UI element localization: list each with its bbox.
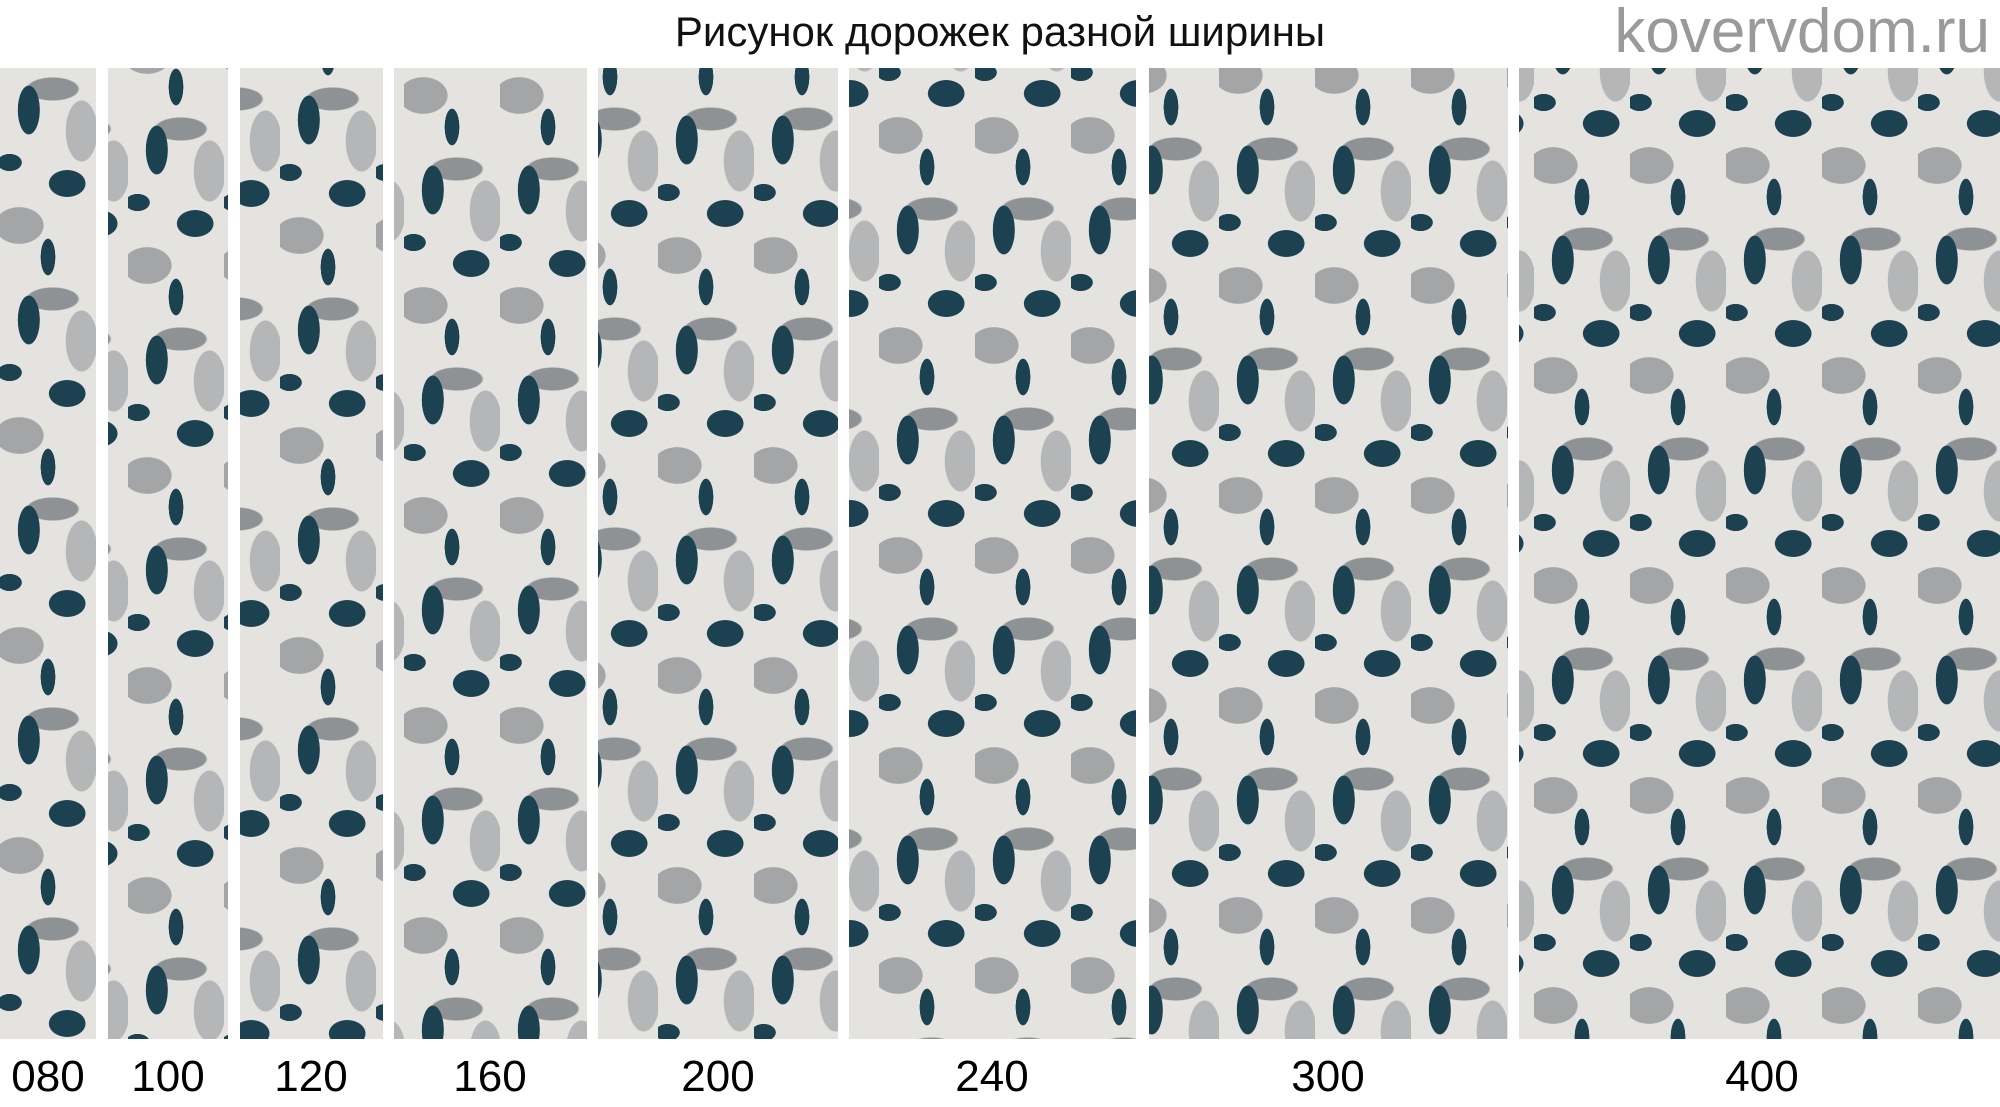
runner-strip-080 [0, 68, 96, 1039]
width-label-400: 400 [1725, 1052, 1799, 1101]
width-label-080: 080 [11, 1052, 85, 1101]
runner-strip-120 [240, 68, 383, 1039]
width-label-200: 200 [681, 1052, 755, 1101]
watermark: kovervdom.ru [1614, 0, 1990, 66]
page-title: Рисунок дорожек разной ширины [674, 8, 1326, 55]
width-label-160: 160 [453, 1052, 527, 1101]
width-label-100: 100 [131, 1052, 205, 1101]
runner-strip-240 [849, 68, 1136, 1039]
runner-strip-200 [598, 68, 838, 1039]
runner-strip-300 [1149, 68, 1508, 1039]
runner-strip-400 [1519, 68, 2000, 1039]
width-label-240: 240 [955, 1052, 1029, 1101]
runner-strip-160 [394, 68, 587, 1039]
width-label-300: 300 [1291, 1052, 1365, 1101]
runner-strip-100 [108, 68, 228, 1039]
width-label-120: 120 [274, 1052, 348, 1101]
